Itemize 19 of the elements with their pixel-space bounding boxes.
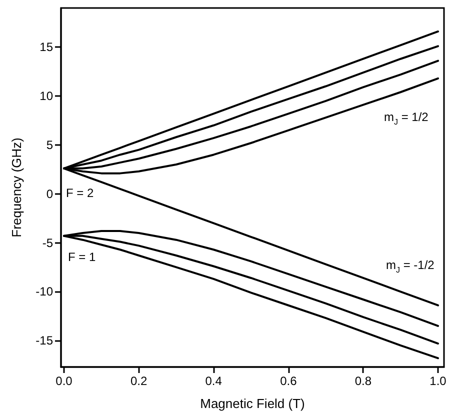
x-tick-label: 0.8 bbox=[354, 374, 372, 388]
y-tick-label: 5 bbox=[46, 138, 54, 152]
y-axis-title: Frequency (GHz) bbox=[9, 138, 24, 238]
x-tick-label: 1.0 bbox=[430, 374, 447, 388]
x-tick-label: 0.6 bbox=[280, 374, 298, 388]
annotation: m$_{J}$ = -1/2 bbox=[386, 258, 434, 274]
y-tick-label: -15 bbox=[36, 334, 54, 348]
x-tick-label: 0.4 bbox=[205, 374, 222, 388]
y-tick-label: -10 bbox=[36, 284, 54, 299]
x-tick-label: 0.0 bbox=[56, 374, 73, 388]
y-tick-label: -5 bbox=[42, 236, 54, 250]
y-tick-label: 10 bbox=[40, 89, 54, 104]
y-tick-label: 0 bbox=[46, 186, 54, 201]
annotation: F = 1 bbox=[68, 250, 96, 264]
y-tick-label: 15 bbox=[40, 40, 54, 54]
x-tick-label: 0.2 bbox=[130, 374, 148, 388]
x-axis-title: Magnetic Field (T) bbox=[200, 396, 305, 411]
annotation: m$_{J}$ = 1/2 bbox=[384, 110, 428, 126]
annotation: F = 2 bbox=[66, 186, 94, 200]
